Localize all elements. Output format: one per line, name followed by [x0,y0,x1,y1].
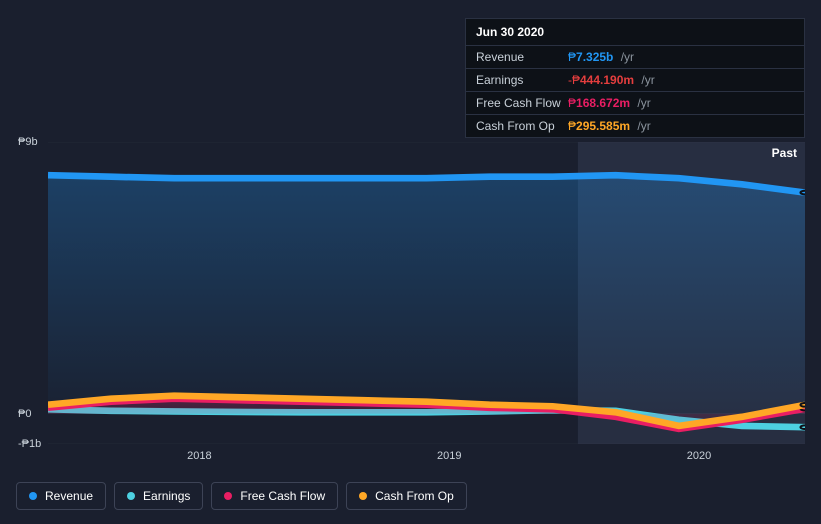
tooltip-row: Revenue₱7.325b /yr [466,46,804,69]
tooltip-row-value: ₱7.325b /yr [568,50,634,64]
legend-item-label: Revenue [45,489,93,503]
x-axis-tick-label: 2020 [687,450,711,462]
chart-plot-area[interactable]: Past 201820192020 [48,142,805,444]
x-axis-tick-label: 2019 [437,450,461,462]
legend-item-earnings[interactable]: Earnings [114,482,203,510]
y-axis-tick-label: -₱1b [18,438,41,450]
legend-item-free-cash-flow[interactable]: Free Cash Flow [211,482,338,510]
legend-item-revenue[interactable]: Revenue [16,482,106,510]
legend-item-cash-from-op[interactable]: Cash From Op [346,482,467,510]
y-axis-tick-label: ₱0 [18,408,31,420]
x-axis-tick-label: 2018 [187,450,211,462]
tooltip-row: Free Cash Flow₱168.672m /yr [466,92,804,115]
legend-dot-icon [29,492,37,500]
past-label: Past [772,146,797,160]
legend-dot-icon [359,492,367,500]
tooltip-row-label: Revenue [476,50,568,64]
tooltip-row-value: -₱444.190m /yr [568,73,655,87]
tooltip-row-label: Earnings [476,73,568,87]
legend-item-label: Free Cash Flow [240,489,325,503]
chart-legend: Revenue Earnings Free Cash Flow Cash From O… [16,482,467,510]
legend-item-label: Earnings [143,489,190,503]
legend-item-label: Cash From Op [375,489,454,503]
chart-container: ₱9b₱0-₱1b Past 201820192020 [16,118,805,464]
tooltip-row: Earnings-₱444.190m /yr [466,69,804,92]
legend-dot-icon [127,492,135,500]
legend-dot-icon [224,492,232,500]
y-axis-tick-label: ₱9b [18,136,38,148]
tooltip-date: Jun 30 2020 [466,19,804,46]
tooltip-row-value: ₱168.672m /yr [568,96,651,110]
tooltip-row-label: Free Cash Flow [476,96,568,110]
